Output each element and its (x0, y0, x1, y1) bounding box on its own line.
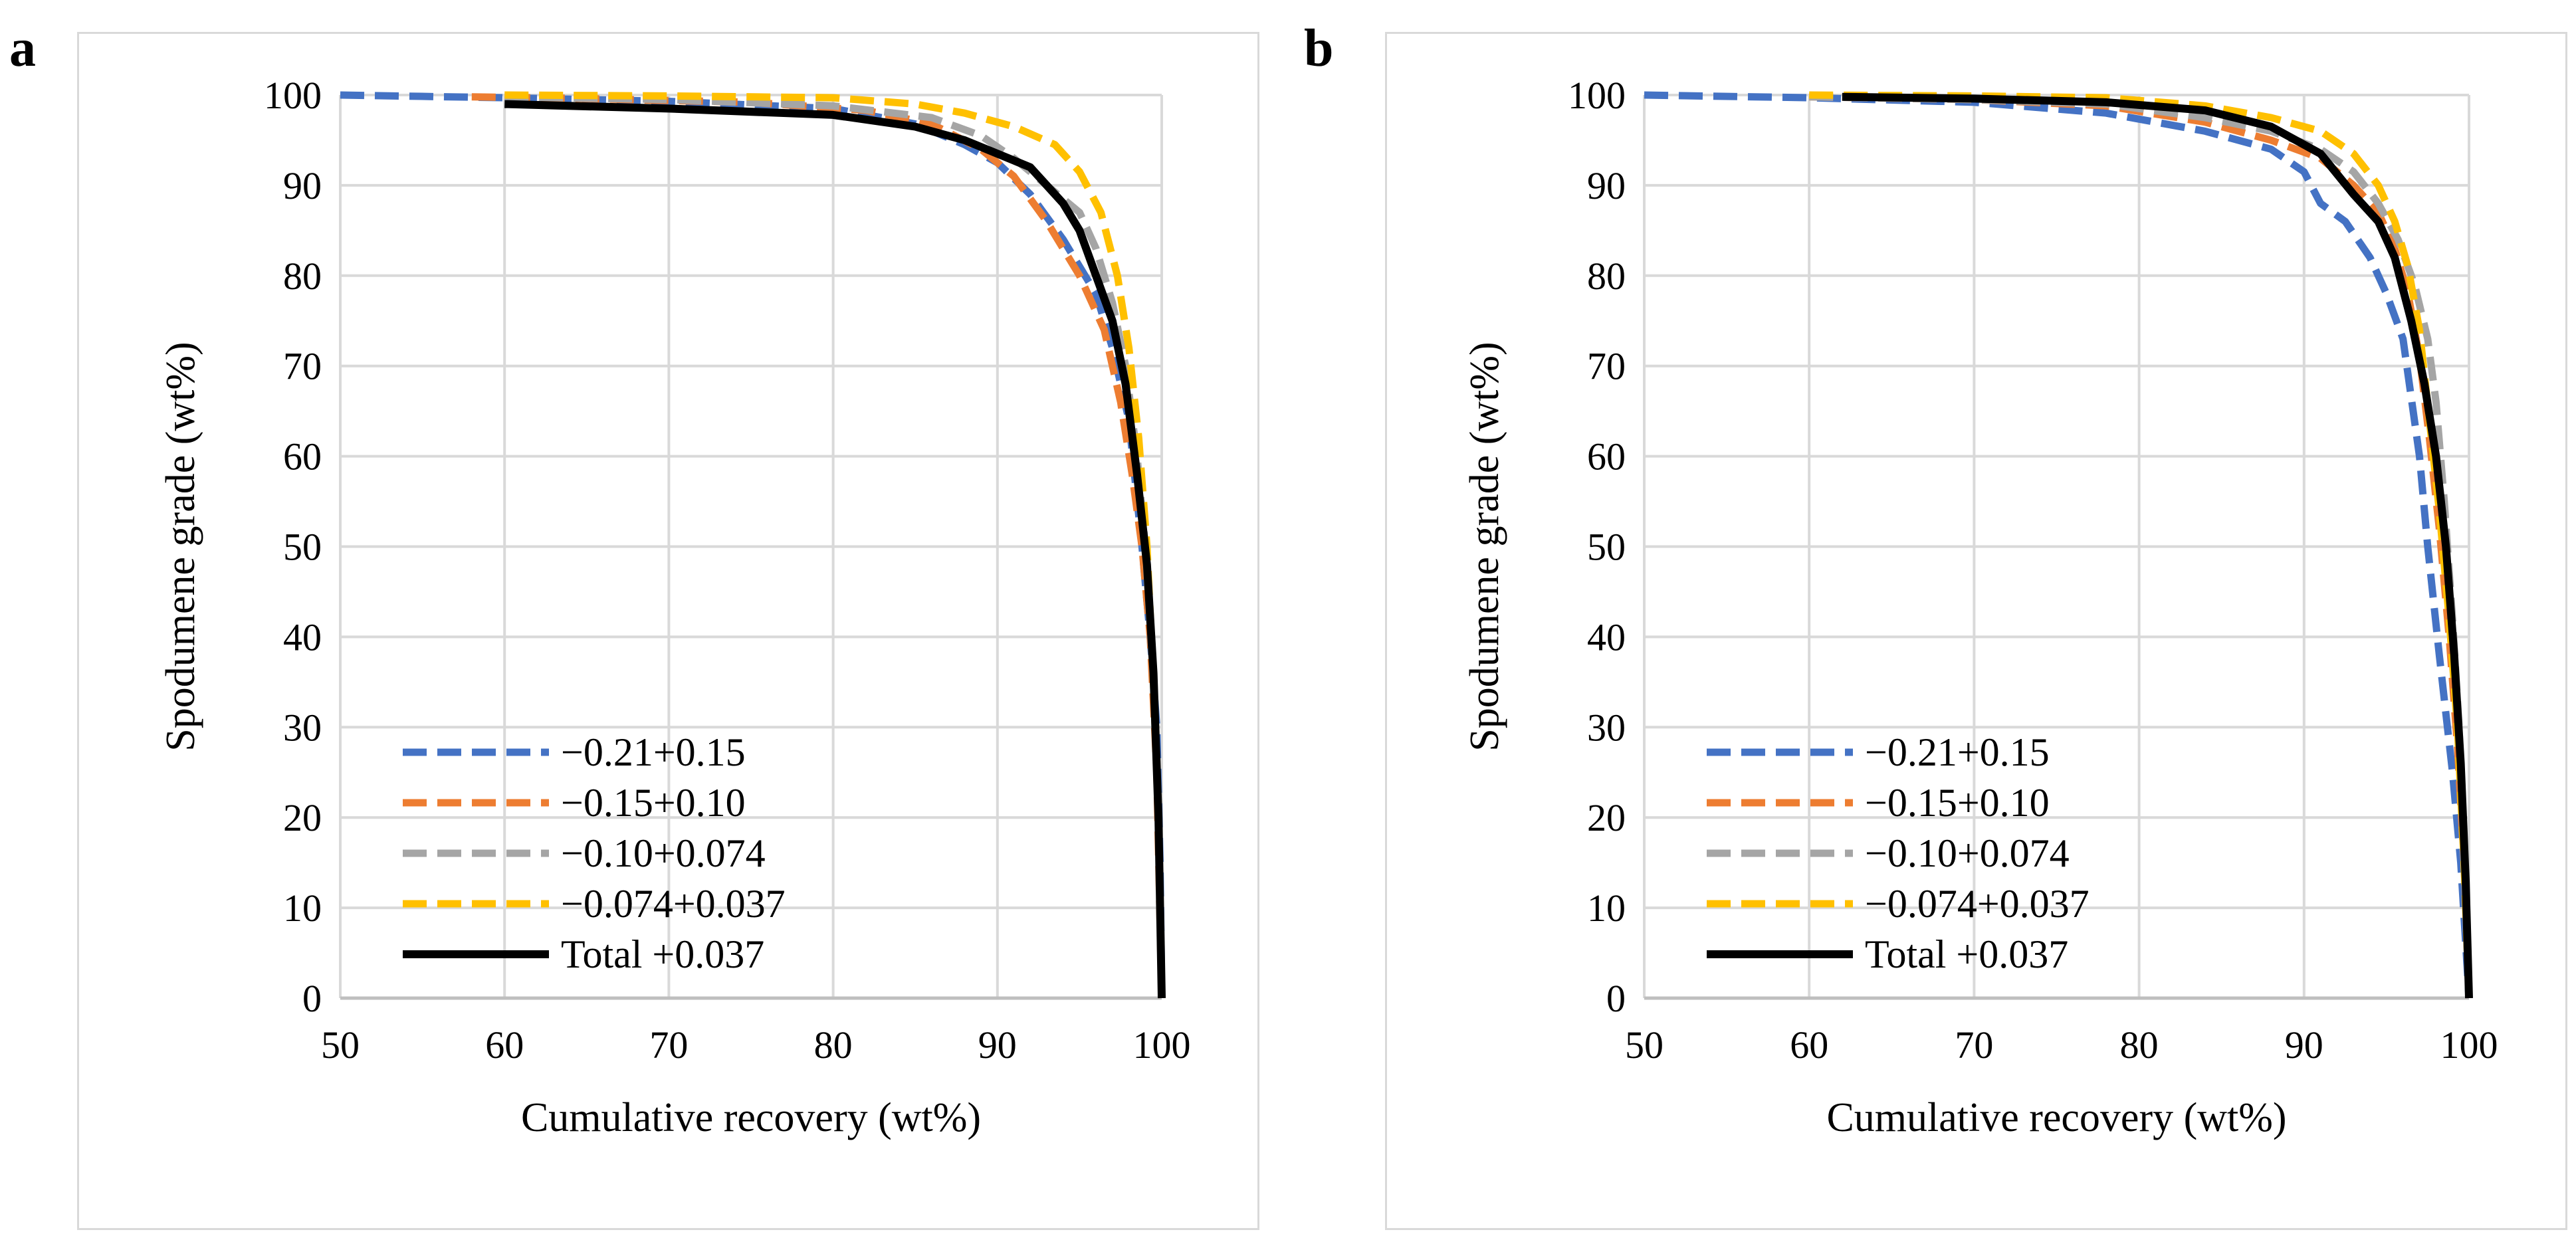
y-tick-label: 70 (283, 345, 322, 388)
legend-label-4: −0.074+0.037 (561, 882, 786, 926)
y-tick-label: 80 (283, 255, 322, 298)
y-tick-label: 100 (1568, 74, 1626, 117)
y-tick-label: 90 (1587, 164, 1626, 207)
legend-label-4: −0.074+0.037 (1865, 882, 2090, 926)
y-tick-label: 100 (264, 74, 322, 117)
legend-label-2: −0.15+0.10 (1865, 781, 2050, 825)
y-tick-label: 40 (1587, 615, 1626, 659)
y-tick-label: 90 (283, 164, 322, 207)
x-tick-label: 90 (2285, 1023, 2323, 1067)
y-tick-label: 60 (1587, 435, 1626, 478)
legend-label-5: Total +0.037 (1865, 932, 2068, 976)
y-tick-label: 50 (283, 526, 322, 569)
y-tick-label: 80 (1587, 255, 1626, 298)
panel-b-frame (1385, 32, 2567, 1230)
x-tick-label: 100 (1133, 1023, 1191, 1067)
x-tick-label: 80 (814, 1023, 853, 1067)
x-axis-title: Cumulative recovery (wt%) (1826, 1095, 2286, 1140)
y-tick-label: 40 (283, 615, 322, 659)
legend-label-1: −0.21+0.15 (1865, 730, 2050, 774)
x-tick-label: 60 (1790, 1023, 1828, 1067)
x-tick-label: 80 (2120, 1023, 2159, 1067)
x-axis-title: Cumulative recovery (wt%) (521, 1095, 981, 1140)
legend-label-5: Total +0.037 (561, 932, 764, 976)
x-tick-label: 60 (485, 1023, 524, 1067)
y-tick-label: 10 (283, 886, 322, 930)
x-tick-label: 70 (649, 1023, 688, 1067)
y-tick-label: 70 (1587, 345, 1626, 388)
series-line-5 (1842, 92, 2473, 999)
legend-label-3: −0.10+0.074 (561, 831, 766, 875)
chart-a: 50 60 70 80 90 100 0 10 20 30 40 50 60 70 80 90 100 Cumul… (158, 74, 1191, 1140)
series-line-5 (504, 100, 1166, 999)
x-tick-label: 50 (321, 1023, 360, 1067)
y-tick-label: 20 (1587, 796, 1626, 839)
y-tick-label: 60 (283, 435, 322, 478)
y-tick-label: 0 (302, 977, 322, 1020)
panel-b-label: b (1304, 19, 1334, 78)
x-tick-label: 90 (978, 1023, 1017, 1067)
legend-label-2: −0.15+0.10 (561, 781, 746, 825)
legend-label-1: −0.21+0.15 (561, 730, 746, 774)
y-tick-label: 10 (1587, 886, 1626, 930)
y-axis-title: Spodumene grade (wt%) (158, 342, 203, 751)
chart-b: 50 60 70 80 90 100 0 10 20 30 40 50 60 70 80 90 100 Cumul… (1462, 74, 2498, 1140)
y-tick-label: 0 (1606, 977, 1626, 1020)
y-axis-title: Spodumene grade (wt%) (1462, 342, 1507, 751)
x-tick-label: 100 (2440, 1023, 2498, 1067)
y-tick-label: 50 (1587, 526, 1626, 569)
y-tick-label: 30 (283, 706, 322, 749)
legend-label-3: −0.10+0.074 (1865, 831, 2070, 875)
x-tick-label: 50 (1625, 1023, 1664, 1067)
y-tick-label: 20 (283, 796, 322, 839)
y-tick-label: 30 (1587, 706, 1626, 749)
panel-a-label: a (9, 19, 36, 78)
x-tick-label: 70 (1955, 1023, 1993, 1067)
